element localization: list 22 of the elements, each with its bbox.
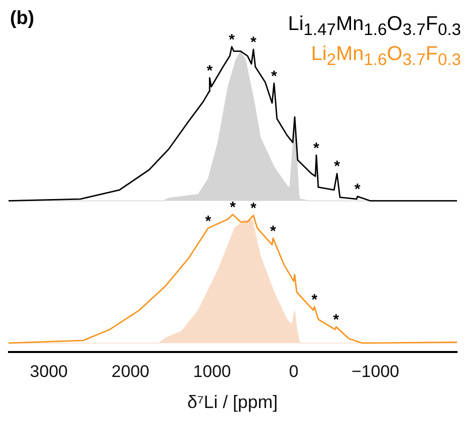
annotation: * [354,181,360,198]
annotation: * [230,199,236,216]
x-axis-title: δ⁷Li / [ppm] [187,392,278,412]
annotation: * [206,62,213,80]
x-tick-label: 0 [288,362,298,381]
annotation: * [313,140,320,157]
x-tick-label: 2000 [112,362,150,381]
text: Li$_{2}$Mn$_{1.6}$O$_{3.7}$F$_{0.3}$ [310,42,461,71]
annotation: * [333,311,340,328]
series-label: Li$_{1.47}$Mn$_{1.6}$O$_{3.7}$F$_{0.3}$ [288,12,461,41]
chart-title: (b) [10,8,34,30]
annotation: * [270,222,276,240]
annotation: * [205,212,212,230]
annotation: * [250,34,256,52]
x-tick-label: 3000 [30,362,68,381]
annotation: * [311,291,318,308]
x-tick-label: −1000 [351,362,400,381]
annotation: * [334,158,340,176]
annotation: * [228,31,235,48]
annotation: * [250,200,256,218]
x-tick-label: 1000 [193,362,232,381]
annotation: * [271,68,278,85]
